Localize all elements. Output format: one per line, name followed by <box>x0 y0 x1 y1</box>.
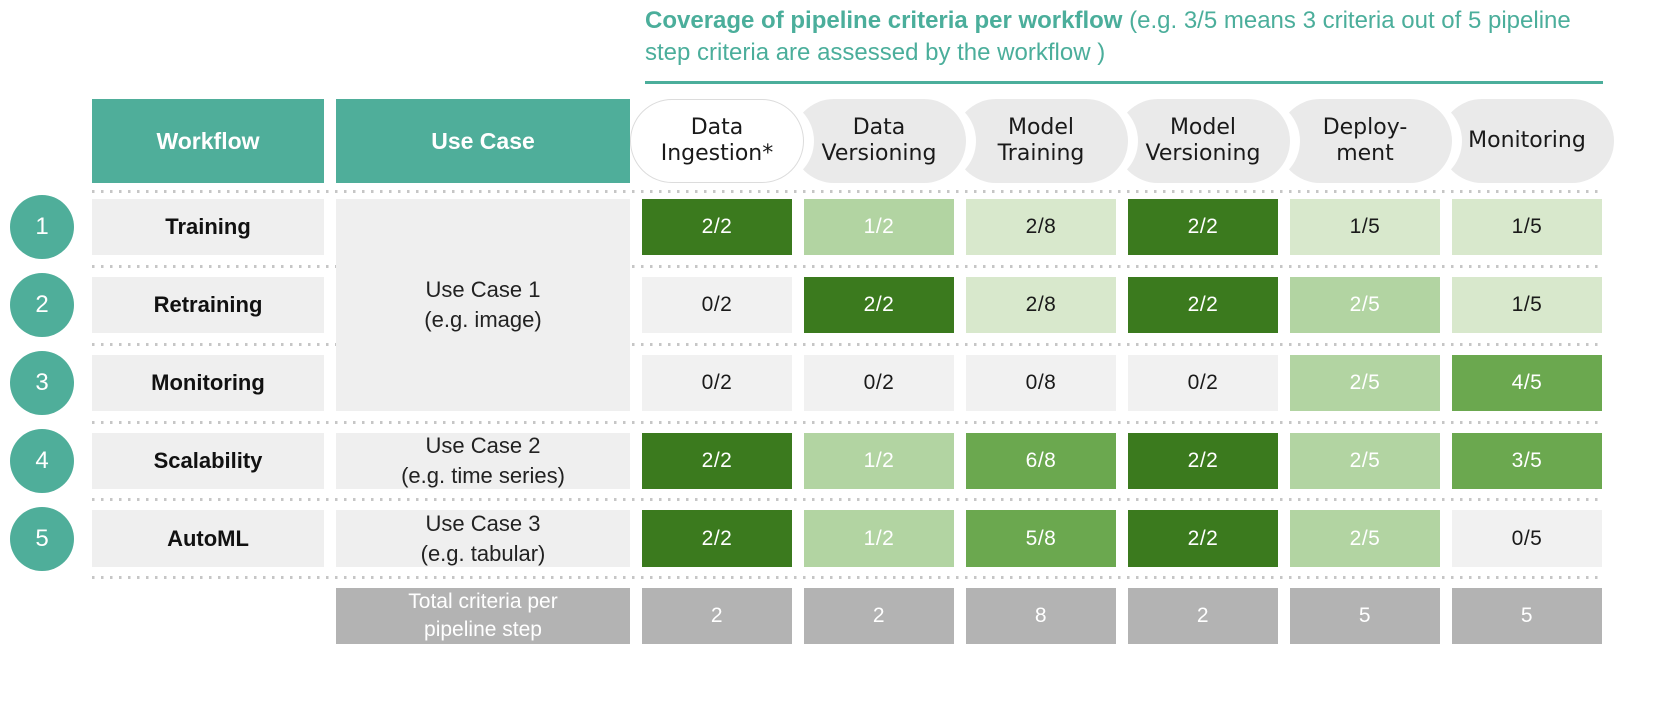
total-cell: 2 <box>642 588 792 644</box>
total-cell: 8 <box>966 588 1116 644</box>
total-cell: 5 <box>1290 588 1440 644</box>
coverage-cell: 2/5 <box>1290 277 1440 333</box>
row-separator <box>92 264 1602 268</box>
coverage-cell: 2/2 <box>1128 199 1278 255</box>
coverage-cell: 0/8 <box>966 355 1116 411</box>
coverage-cell: 0/2 <box>804 355 954 411</box>
coverage-cell: 4/5 <box>1452 355 1602 411</box>
row-separator <box>92 420 1602 424</box>
coverage-cell: 2/5 <box>1290 433 1440 489</box>
row-number-badge: 1 <box>10 195 74 259</box>
use-case-1: Use Case 1 (e.g. image) <box>336 199 630 411</box>
coverage-cell: 5/8 <box>966 510 1116 567</box>
coverage-cell: 0/2 <box>1128 355 1278 411</box>
coverage-matrix: Workflow Use Case Data Ingestion* Data V… <box>10 99 1614 644</box>
coverage-cell: 1/5 <box>1452 277 1602 333</box>
coverage-cell: 1/5 <box>1452 199 1602 255</box>
coverage-cell: 2/8 <box>966 199 1116 255</box>
coverage-cell: 2/8 <box>966 277 1116 333</box>
row-number-badge: 4 <box>10 429 74 493</box>
coverage-cell: 2/5 <box>1290 355 1440 411</box>
coverage-cell: 0/2 <box>642 277 792 333</box>
coverage-cell: 2/5 <box>1290 510 1440 567</box>
workflow-automl: AutoML <box>92 510 324 567</box>
use-case-column-header: Use Case <box>336 99 630 183</box>
coverage-cell: 1/5 <box>1290 199 1440 255</box>
workflow-monitoring: Monitoring <box>92 355 324 411</box>
row-separator <box>92 576 1602 579</box>
step-header-data-versioning: Data Versioning <box>792 99 966 183</box>
step-header-data-ingestion: Data Ingestion* <box>630 99 804 183</box>
total-cell: 2 <box>1128 588 1278 644</box>
coverage-cell: 2/2 <box>642 199 792 255</box>
row-separator <box>92 342 1602 346</box>
coverage-cell: 2/2 <box>642 510 792 567</box>
workflow-scalability: Scalability <box>92 433 324 489</box>
coverage-cell: 6/8 <box>966 433 1116 489</box>
row-number-badge: 5 <box>10 506 74 571</box>
step-header-model-versioning: Model Versioning <box>1116 99 1290 183</box>
total-cell: 2 <box>804 588 954 644</box>
use-case-2: Use Case 2 (e.g. time series) <box>336 433 630 489</box>
step-header-deployment: Deploy- ment <box>1278 99 1452 183</box>
row-separator <box>92 498 1602 501</box>
coverage-cell: 0/5 <box>1452 510 1602 567</box>
title-note: (e.g. 3/5 means 3 criteria out of 5 pipe… <box>645 7 1571 66</box>
page-title: Coverage of pipeline criteria per workfl… <box>645 5 1610 69</box>
workflow-column-header: Workflow <box>92 99 324 183</box>
coverage-cell: 2/2 <box>1128 510 1278 567</box>
step-header-model-training: Model Training <box>954 99 1128 183</box>
workflow-training: Training <box>92 199 324 255</box>
coverage-cell: 2/2 <box>804 277 954 333</box>
coverage-cell: 0/2 <box>642 355 792 411</box>
row-number-badge: 2 <box>10 273 74 337</box>
workflow-retraining: Retraining <box>92 277 324 333</box>
step-header-monitoring: Monitoring <box>1440 99 1614 183</box>
coverage-cell: 3/5 <box>1452 433 1602 489</box>
use-case-3: Use Case 3 (e.g. tabular) <box>336 510 630 567</box>
total-criteria-label: Total criteria per pipeline step <box>336 588 630 644</box>
coverage-cell: 2/2 <box>642 433 792 489</box>
coverage-cell: 1/2 <box>804 199 954 255</box>
row-separator <box>92 189 1602 193</box>
total-cell: 5 <box>1452 588 1602 644</box>
coverage-cell: 1/2 <box>804 510 954 567</box>
coverage-cell: 2/2 <box>1128 277 1278 333</box>
title-underline <box>645 81 1603 84</box>
row-number-badge: 3 <box>10 351 74 415</box>
title-main: Coverage of pipeline criteria per workfl… <box>645 7 1123 34</box>
coverage-cell: 2/2 <box>1128 433 1278 489</box>
coverage-cell: 1/2 <box>804 433 954 489</box>
